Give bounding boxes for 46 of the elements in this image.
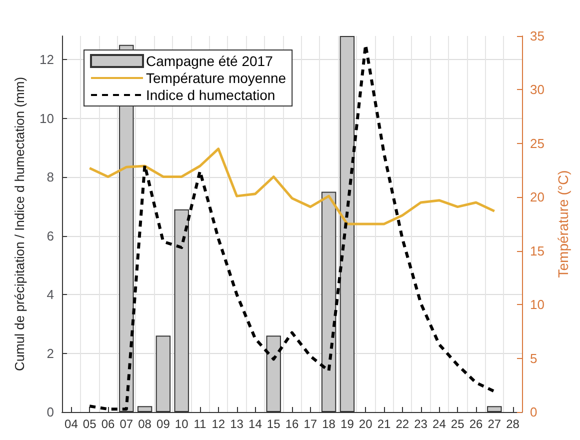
legend-label: Indice d humectation [146,87,276,103]
y-tick-label: 0 [46,404,54,420]
y2-tick-label: 20 [530,190,544,205]
x-tick-label: 23 [414,417,428,431]
x-tick-label: 12 [212,417,226,431]
legend-label: Campagne été 2017 [146,53,274,69]
x-tick-label: 26 [469,417,483,431]
line-series [88,148,496,226]
x-tick-label: 08 [138,417,152,431]
x-tick-label: 05 [82,417,97,431]
x-tick-label: 15 [266,417,281,431]
y-tick-label: 6 [46,228,54,244]
y2-tick-label: 25 [530,136,544,151]
x-tick-label: 16 [285,417,299,431]
x-tick-label: 14 [248,417,262,431]
y2-tick-label: 5 [530,350,538,366]
x-tick-label: 11 [194,417,207,431]
x-tick-label: 20 [358,417,373,431]
x-tick-label: 27 [488,417,502,431]
y2-tick-label: 30 [530,82,544,98]
x-tick-label: 19 [340,417,354,431]
y2-tick-label: 10 [530,297,544,312]
y-axis-title: Cumul de précipitation / Indice d humectation (mm) [12,76,27,372]
x-tick-label: 13 [230,417,244,431]
x-tick-label: 04 [64,417,78,431]
y-tick-label: 2 [46,346,54,361]
x-tick-label: 28 [506,417,520,431]
x-tick-label: 06 [101,417,115,431]
y-tick-label: 10 [40,110,54,126]
legend-label: Température moyenne [146,70,286,86]
y2-tick-label: 35 [530,28,544,44]
y2-tick-label: 0 [530,404,538,420]
y-tick-label: 8 [46,170,54,184]
x-tick-label: 09 [156,417,170,431]
y-tick-label: 12 [40,52,54,67]
x-tick-label: 17 [304,417,318,431]
y2-axis-title: Température (°C) [555,170,571,278]
x-tick-label: 18 [322,417,336,431]
x-tick-label: 07 [120,417,134,431]
x-tick-label: 21 [377,417,391,431]
x-tick-label: 10 [174,417,189,431]
y-tick-label: 4 [46,287,54,302]
x-tick-label: 25 [450,417,465,431]
x-tick-label: 22 [396,417,410,431]
y2-tick-label: 15 [530,243,544,258]
x-tick-label: 24 [432,417,446,431]
